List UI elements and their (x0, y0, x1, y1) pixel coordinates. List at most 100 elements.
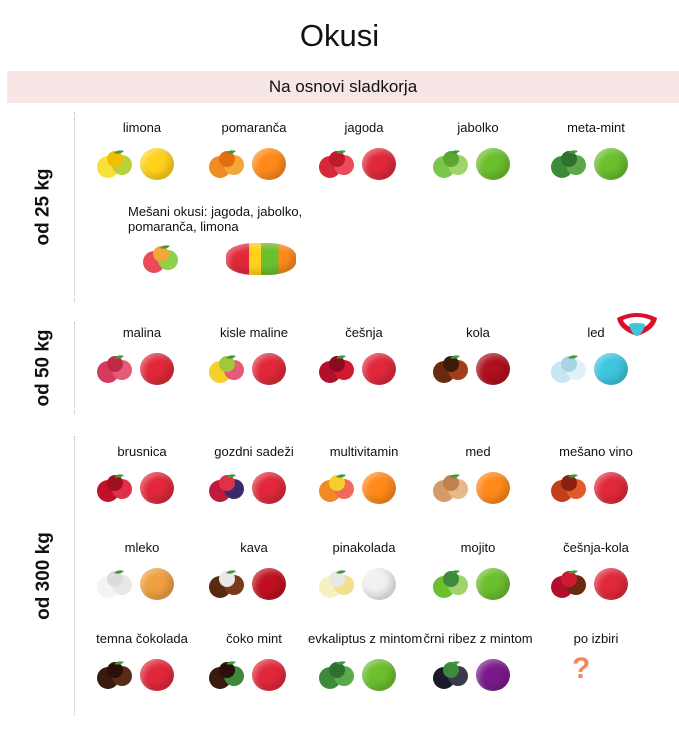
leaf-shape (160, 245, 170, 249)
candy-swatch (594, 353, 628, 385)
divider (74, 322, 75, 414)
flavor-item[interactable]: limona (86, 120, 198, 185)
fruit-shape (329, 356, 345, 372)
flavor-item[interactable]: malina (86, 325, 198, 390)
flavor-visual (308, 145, 420, 185)
flavor-name: kava (240, 540, 268, 555)
flavor-image (319, 474, 354, 502)
leaf-shape (226, 474, 236, 478)
fruit-shape (443, 571, 459, 587)
flavor-visual (198, 145, 310, 185)
flavor-name: češnja-kola (563, 540, 629, 555)
flavor-item[interactable]: brusnica (86, 444, 198, 509)
fruit-shape (219, 571, 235, 587)
flavor-image (319, 355, 354, 383)
flavor-image (551, 474, 586, 502)
flavor-image (143, 245, 178, 273)
weight-label-text: od 300 kg (33, 532, 54, 620)
fruit-shape (153, 246, 169, 262)
flavor-image (433, 474, 468, 502)
flavor-item[interactable]: kava (198, 540, 310, 605)
flavor-visual (422, 469, 534, 509)
flavor-item[interactable]: češnja (308, 325, 420, 390)
flavor-image (433, 355, 468, 383)
flavor-item[interactable]: temna čokolada (86, 631, 198, 696)
flavor-item[interactable]: mojito (422, 540, 534, 605)
flavor-name: češnja (345, 325, 383, 340)
flavor-image (433, 570, 468, 598)
flavor-item[interactable]: led (540, 325, 652, 390)
fruit-shape (561, 356, 577, 372)
leaf-shape (114, 661, 124, 665)
flavor-item[interactable]: evkaliptus z mintom (308, 631, 422, 696)
flavor-name: pinakolada (332, 540, 396, 555)
flavor-image (319, 570, 354, 598)
flavor-item[interactable]: med (422, 444, 534, 509)
flavor-item[interactable]: pomaranča (198, 120, 310, 185)
flavor-name: kola (466, 325, 490, 340)
weight-label-text: od 25 kg (33, 168, 55, 246)
flavor-image (97, 474, 132, 502)
flavor-item[interactable]: češnja-kola (540, 540, 652, 605)
candy-swatch (252, 148, 286, 180)
fruit-shape (443, 356, 459, 372)
flavor-name: mešano vino (559, 444, 633, 459)
fruit-shape (219, 662, 235, 678)
flavor-item[interactable]: Mešani okusi: jagoda, jabolko, pomaranča… (128, 204, 348, 280)
flavor-visual (308, 350, 420, 390)
candy-swatch (362, 659, 396, 691)
flavor-name: mojito (460, 540, 496, 555)
flavor-name: gozdni sadeži (214, 444, 294, 459)
fruit-shape (561, 475, 577, 491)
leaf-shape (568, 150, 578, 154)
leaf-shape (450, 474, 460, 478)
flavor-item[interactable]: jagoda (308, 120, 420, 185)
flavor-name: jabolko (457, 120, 499, 135)
flavor-image (97, 661, 132, 689)
candy-swatch (594, 472, 628, 504)
flavor-name: po izbiri (573, 631, 619, 646)
weight-label-text: od 50 kg (33, 329, 55, 407)
flavor-item[interactable]: mešano vino (540, 444, 652, 509)
candy-swatch (476, 148, 510, 180)
flavor-item[interactable]: kisle maline (198, 325, 310, 390)
flavor-item[interactable]: gozdni sadeži (198, 444, 310, 509)
flavor-visual (86, 565, 198, 605)
leaf-shape (114, 570, 124, 574)
leaf-shape (568, 355, 578, 359)
subtitle-bar: Na osnovi sladkorja (7, 71, 679, 103)
tongue-icon (617, 313, 657, 336)
flavor-item[interactable]: jabolko (422, 120, 534, 185)
leaf-shape (226, 570, 236, 574)
flavor-visual (308, 565, 420, 605)
fruit-shape (561, 571, 577, 587)
fruit-shape (329, 662, 345, 678)
candy-swatch (476, 568, 510, 600)
flavor-visual (540, 565, 652, 605)
fruit-shape (107, 356, 123, 372)
flavor-image (97, 150, 132, 178)
flavor-name: brusnica (117, 444, 167, 459)
flavor-item[interactable]: pinakolada (308, 540, 420, 605)
flavor-item[interactable]: čoko mint (198, 631, 310, 696)
flavor-item[interactable]: črni ribez z mintom (422, 631, 534, 696)
candy-swatch (252, 472, 286, 504)
flavor-image (209, 570, 244, 598)
leaf-shape (450, 570, 460, 574)
fruit-shape (443, 151, 459, 167)
flavor-visual (86, 145, 198, 185)
flavor-visual (128, 240, 348, 280)
flavor-item[interactable]: meta-mint (540, 120, 652, 185)
flavor-name: jagoda (344, 120, 384, 135)
flavor-visual (198, 350, 310, 390)
flavor-item[interactable]: po izbiri? (540, 631, 652, 696)
leaf-shape (226, 150, 236, 154)
flavor-item[interactable]: mleko (86, 540, 198, 605)
flavor-item[interactable]: kola (422, 325, 534, 390)
flavor-name: led (587, 325, 605, 340)
flavor-visual (540, 469, 652, 509)
flavor-name: med (465, 444, 491, 459)
fruit-shape (561, 151, 577, 167)
flavor-item[interactable]: multivitamin (308, 444, 420, 509)
candy-swatch (140, 568, 174, 600)
